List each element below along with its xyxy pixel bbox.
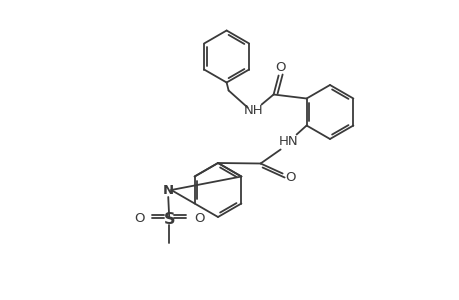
Text: NH: NH: [243, 104, 263, 117]
Text: HN: HN: [278, 135, 298, 148]
Text: N: N: [162, 184, 174, 197]
Text: O: O: [285, 171, 295, 184]
Text: S: S: [163, 212, 174, 227]
Text: O: O: [134, 212, 144, 224]
Text: O: O: [275, 61, 285, 74]
Text: O: O: [194, 212, 204, 224]
